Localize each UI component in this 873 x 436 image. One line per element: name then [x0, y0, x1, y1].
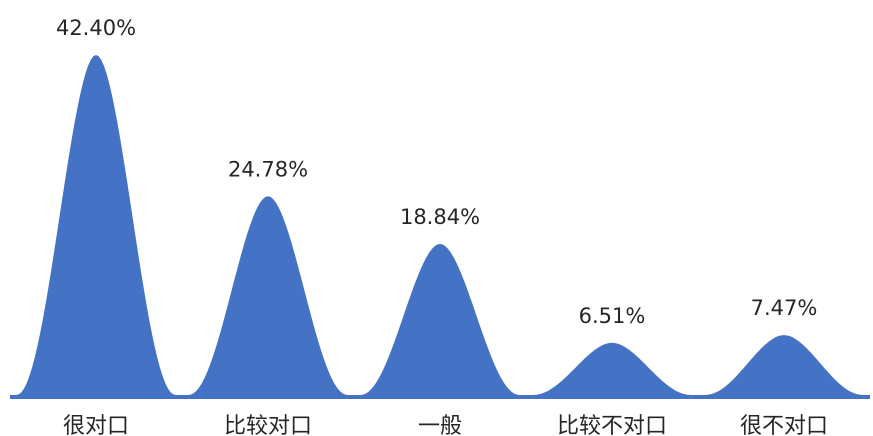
peak-fairly-matched [188, 196, 348, 395]
tick-label-very-unmatched: 很不对口 [740, 414, 828, 436]
data-label-fairly-unmatched: 6.51% [579, 304, 646, 328]
tick-label-fairly-matched: 比较对口 [224, 414, 312, 436]
peak-fairly-unmatched [532, 342, 692, 395]
peak-very-matched [16, 55, 176, 395]
data-label-very-matched: 42.40% [56, 16, 136, 40]
data-label-average: 18.84% [400, 205, 480, 229]
x-axis-tick-labels: 很对口 比较对口 一般 比较不对口 很不对口 [63, 414, 828, 436]
tick-label-very-matched: 很对口 [63, 414, 129, 436]
data-labels: 42.40% 24.78% 18.84% 6.51% 7.47% [56, 16, 817, 328]
tick-label-average: 一般 [418, 414, 462, 436]
peak-average [360, 243, 520, 395]
peak-very-unmatched [704, 335, 864, 395]
data-label-very-unmatched: 7.47% [751, 296, 818, 320]
peak-series [16, 55, 864, 395]
tick-label-fairly-unmatched: 比较不对口 [557, 414, 667, 436]
data-label-fairly-matched: 24.78% [228, 157, 308, 181]
